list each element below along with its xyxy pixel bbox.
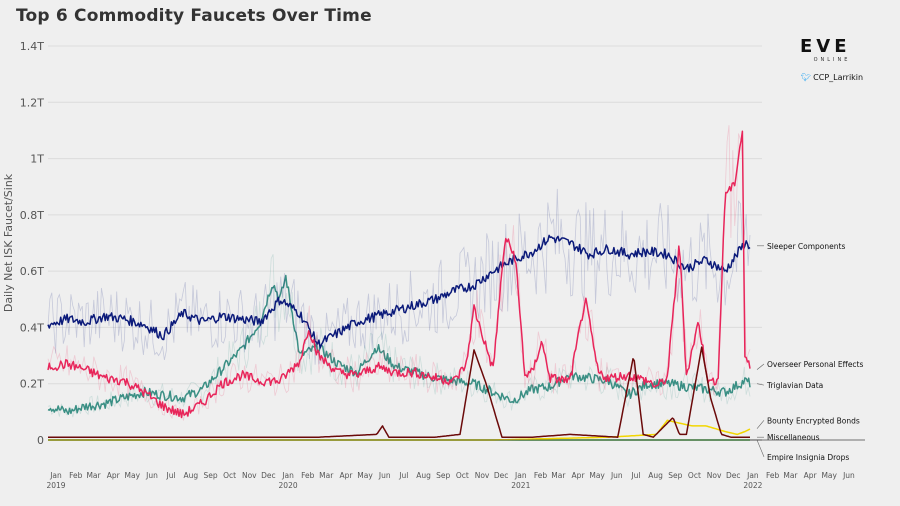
x-tick-label: Apr	[339, 471, 353, 480]
x-tick-label: Jul	[166, 471, 176, 480]
y-tick-label: 1T	[30, 153, 44, 166]
x-tick-label: Sep	[203, 471, 217, 480]
x-tick-label: Jun	[378, 471, 391, 480]
x-tick-label: Sep	[436, 471, 450, 480]
series-line-miscellaneous	[48, 346, 750, 438]
eve-logo-subtitle: ONLINE	[813, 57, 851, 63]
series-label-leader	[756, 383, 765, 386]
series-line-sleeper-components	[47, 234, 751, 349]
series-label-leader	[756, 363, 765, 370]
series-label: Sleeper Components	[767, 242, 845, 251]
y-tick-label: 1.4T	[20, 40, 44, 53]
x-tick-label: Jun	[145, 471, 158, 480]
x-tick-label: Feb	[766, 471, 780, 480]
x-tick-year-label: 2019	[46, 481, 65, 490]
x-tick-label: Sep	[668, 471, 682, 480]
x-tick-label: Jan	[281, 471, 294, 480]
x-tick-label: Apr	[804, 471, 818, 480]
series-line-overseer-personal-effects	[47, 130, 751, 419]
page-title: Top 6 Commodity Faucets Over Time	[16, 6, 372, 26]
series-label-leader	[756, 420, 765, 429]
x-tick-label: Jan	[49, 471, 62, 480]
x-tick-label: Apr	[572, 471, 586, 480]
eve-logo-text: EVE	[800, 36, 851, 57]
x-tick-label: Dec	[726, 471, 741, 480]
x-tick-label: Feb	[534, 471, 548, 480]
x-tick-label: Jan	[514, 471, 527, 480]
x-tick-label: Oct	[223, 471, 236, 480]
series-label: Bounty Encrypted Bonds	[767, 416, 860, 425]
x-tick-label: Jun	[610, 471, 623, 480]
y-axis-label: Daily Net ISK Faucet/Sink	[2, 173, 15, 312]
x-tick-label: Aug	[648, 471, 663, 480]
x-tick-label: May	[589, 471, 605, 480]
series-label: Empire Insignia Drops	[767, 453, 849, 462]
x-tick-label: Mar	[86, 471, 101, 480]
y-tick-label: 0.8T	[20, 209, 44, 222]
y-tick-label: 1.2T	[20, 96, 44, 109]
x-tick-label: Jul	[398, 471, 408, 480]
x-tick-label: Aug	[183, 471, 198, 480]
x-tick-label: Nov	[242, 471, 257, 480]
x-tick-label: Jul	[630, 471, 640, 480]
series-label: Miscellaneous	[767, 433, 820, 442]
y-tick-label: 0.2T	[20, 378, 44, 391]
x-tick-year-label: 2021	[511, 481, 530, 490]
x-tick-label: Jun	[842, 471, 855, 480]
series-noise-1	[47, 125, 751, 421]
x-tick-label: May	[821, 471, 837, 480]
x-tick-label: Nov	[707, 471, 722, 480]
x-tick-label: Mar	[783, 471, 798, 480]
x-tick-label: Mar	[319, 471, 334, 480]
x-tick-label: Feb	[301, 471, 315, 480]
x-tick-label: Jan	[746, 471, 759, 480]
twitter-bird-icon: 🐦︎	[801, 73, 812, 82]
y-tick-label: 0.6T	[20, 265, 44, 278]
series-line-triglavian-data	[47, 274, 751, 415]
x-tick-label: May	[357, 471, 373, 480]
x-tick-label: Apr	[107, 471, 121, 480]
x-tick-label: Mar	[551, 471, 566, 480]
x-tick-year-label: 2022	[743, 481, 762, 490]
x-tick-label: Oct	[688, 471, 701, 480]
twitter-handle-text: CCP_Larrikin	[813, 73, 864, 82]
x-tick-label: Aug	[416, 471, 431, 480]
series-noise-0	[47, 188, 751, 365]
x-tick-label: Dec	[494, 471, 509, 480]
series-label-leader	[756, 439, 765, 458]
x-tick-label: Feb	[69, 471, 83, 480]
x-tick-year-label: 2020	[279, 481, 298, 490]
eve-online-logo: EVE ONLINE	[800, 36, 864, 64]
x-tick-label: Dec	[261, 471, 276, 480]
twitter-handle[interactable]: 🐦︎ CCP_Larrikin	[801, 73, 863, 82]
y-tick-label: 0.4T	[20, 321, 44, 334]
series-label: Triglavian Data	[766, 381, 823, 390]
x-tick-label: Oct	[456, 471, 469, 480]
series-label: Overseer Personal Effects	[767, 360, 863, 369]
x-tick-label: Nov	[475, 471, 490, 480]
y-tick-label: 0	[37, 434, 44, 447]
x-tick-label: May	[125, 471, 141, 480]
